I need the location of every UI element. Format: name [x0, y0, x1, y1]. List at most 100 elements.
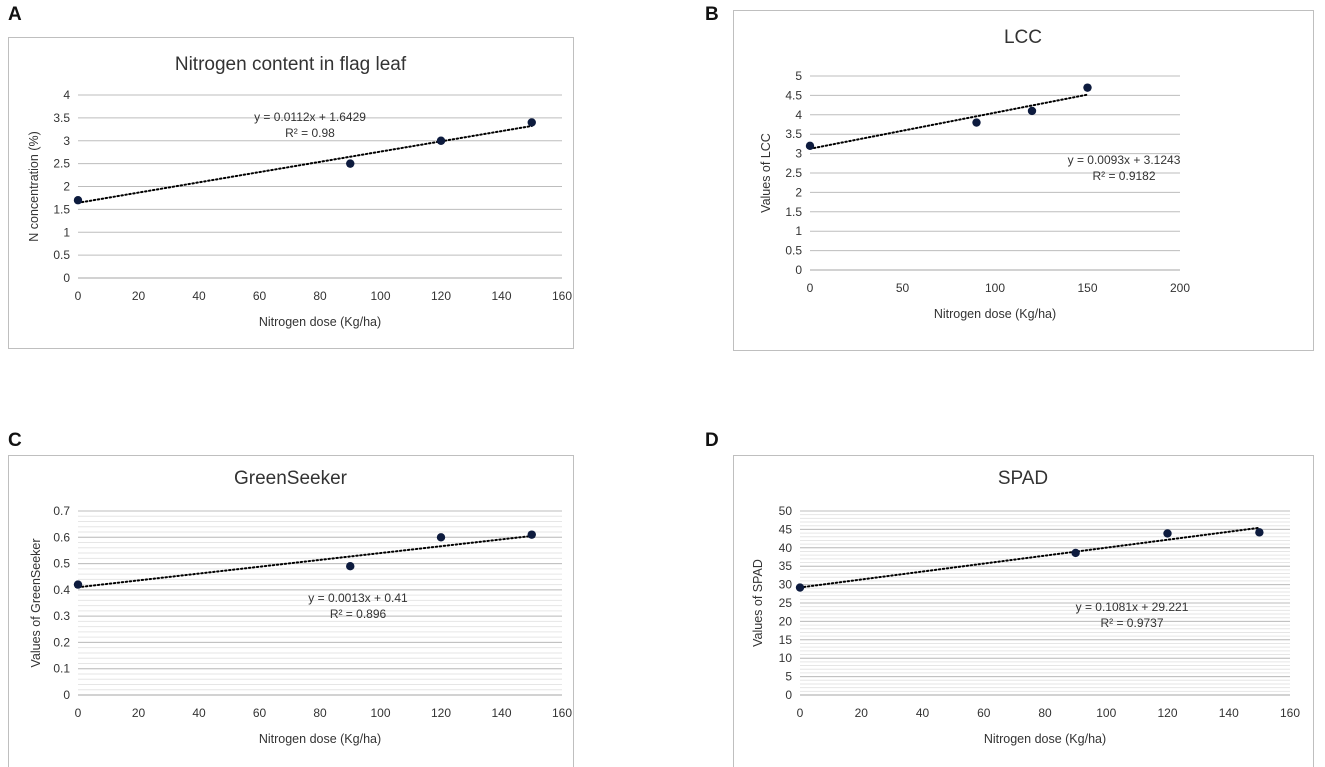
trendline-equation: y = 0.1081x + 29.221	[1076, 600, 1189, 614]
y-tick-label: 3.5	[53, 111, 70, 125]
y-tick-label: 35	[779, 559, 793, 573]
panel-letter-b: B	[705, 4, 719, 25]
x-tick-label: 60	[253, 706, 267, 720]
x-axis-label: Nitrogen dose (Kg/ha)	[934, 307, 1056, 321]
y-tick-label: 0.5	[785, 244, 802, 258]
panel-letter-c: C	[8, 430, 22, 451]
data-point	[73, 196, 83, 205]
x-tick-label: 100	[370, 706, 390, 720]
panel-letter-a: A	[8, 4, 22, 25]
x-axis-label: Nitrogen dose (Kg/ha)	[259, 732, 381, 746]
x-tick-label: 0	[75, 706, 82, 720]
y-axis-label: Values of LCC	[759, 133, 773, 213]
trendline-r2: R² = 0.9182	[1092, 169, 1155, 183]
y-tick-label: 0.3	[53, 609, 70, 623]
x-tick-label: 80	[313, 289, 327, 303]
data-point	[346, 562, 355, 571]
trendline	[799, 526, 1261, 589]
x-tick-label: 160	[1280, 706, 1300, 720]
data-point	[1163, 529, 1172, 538]
data-point	[436, 136, 446, 145]
data-point	[805, 141, 815, 151]
chart-frame	[733, 10, 1314, 351]
chart-0: 00.511.522.533.540 20 40 60 80 100 120 140 160Ni…	[8, 37, 574, 349]
y-tick-label: 0.5	[53, 248, 70, 262]
y-tick-label: 10	[779, 651, 793, 665]
x-tick-label: 40	[192, 289, 206, 303]
x-tick-label: 100	[1096, 706, 1116, 720]
chart-frame	[8, 37, 574, 349]
y-axis-label: Values of GreenSeeker	[29, 538, 43, 667]
panel-letter-d: D	[705, 430, 719, 451]
x-tick-label: 60	[977, 706, 991, 720]
y-tick-label: 3.5	[785, 127, 802, 141]
data-point	[73, 580, 83, 589]
x-tick-label: 140	[491, 706, 511, 720]
trendline-equation: y = 0.0013x + 0.41	[308, 591, 408, 605]
y-tick-label: 0.6	[53, 530, 70, 544]
data-point	[1071, 548, 1080, 558]
trendline-equation: y = 0.0093x + 3.1243	[1068, 153, 1181, 167]
chart-title: SPAD	[998, 468, 1048, 489]
data-point	[795, 583, 805, 592]
y-tick-label: 2	[63, 180, 70, 194]
x-tick-label: 140	[1219, 706, 1239, 720]
trendline	[77, 124, 533, 204]
y-tick-label: 5	[785, 670, 792, 684]
y-tick-label: 1	[63, 225, 70, 239]
x-tick-label: 120	[431, 289, 451, 303]
chart-title: GreenSeeker	[234, 468, 348, 489]
y-tick-label: 25	[779, 596, 793, 610]
data-point	[1027, 106, 1037, 116]
y-tick-label: 0.7	[53, 504, 70, 518]
y-axis-label: N concentration (%)	[27, 131, 41, 241]
x-tick-label: 200	[1170, 281, 1190, 295]
x-tick-label: 150	[1077, 281, 1097, 295]
x-tick-label: 120	[1157, 706, 1177, 720]
data-point	[972, 118, 981, 127]
x-tick-label: 20	[132, 706, 146, 720]
chart-2: 0 0.1 0.2 0.3 0.4 0.5 0.6 0.7 0 20 40 60 80 100 120 140…	[8, 455, 574, 767]
x-tick-label: 40	[916, 706, 930, 720]
data-point	[527, 118, 536, 127]
data-point	[1255, 528, 1264, 537]
trendline	[809, 93, 1089, 150]
y-tick-label: 2.5	[53, 157, 70, 171]
y-tick-label: 0	[63, 688, 70, 702]
y-tick-label: 0	[63, 271, 70, 285]
y-tick-label: 4.5	[785, 88, 802, 102]
y-tick-label: 30	[779, 578, 793, 592]
x-tick-label: 40	[192, 706, 206, 720]
y-tick-label: 20	[779, 614, 793, 628]
x-tick-label: 100	[985, 281, 1005, 295]
trendline-r2: R² = 0.9737	[1100, 616, 1163, 630]
x-tick-label: 160	[552, 289, 572, 303]
x-tick-label: 0	[797, 706, 804, 720]
chart-frame	[733, 455, 1314, 767]
y-tick-label: 2	[795, 185, 802, 199]
x-axis-label: Nitrogen dose (Kg/ha)	[259, 315, 381, 329]
y-tick-label: 0.4	[53, 583, 70, 597]
x-tick-label: 100	[370, 289, 390, 303]
trendline-equation: y = 0.0112x + 1.6429	[254, 110, 366, 124]
y-tick-label: 2.5	[785, 166, 802, 180]
y-tick-label: 0	[785, 688, 792, 702]
y-tick-label: 40	[779, 541, 793, 555]
x-tick-label: 50	[896, 281, 910, 295]
y-tick-label: 3	[63, 134, 70, 148]
y-tick-label: 0.2	[53, 635, 70, 649]
y-tick-label: 15	[779, 633, 793, 647]
trendline-r2: R² = 0.98	[285, 126, 335, 140]
x-tick-label: 80	[313, 706, 327, 720]
x-tick-label: 0	[75, 289, 82, 303]
x-tick-label: 80	[1038, 706, 1052, 720]
y-tick-label: 50	[779, 504, 793, 518]
y-tick-label: 1.5	[53, 202, 70, 216]
data-point	[436, 533, 446, 542]
x-axis-label: Nitrogen dose (Kg/ha)	[984, 732, 1106, 746]
y-tick-label: 4	[795, 108, 802, 122]
data-point	[1083, 83, 1092, 92]
y-tick-label: 0.5	[53, 557, 70, 571]
chart-title: Nitrogen content in flag leaf	[175, 54, 407, 75]
